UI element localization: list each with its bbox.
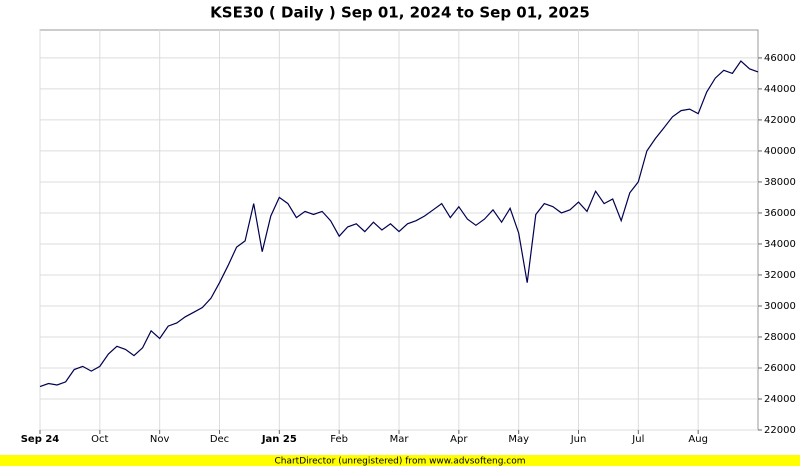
x-tick-label: Dec [210,434,229,445]
y-tick-label: 44000 [764,84,796,95]
x-tick-label: Sep 24 [21,434,60,445]
y-tick-label: 34000 [764,239,796,250]
footer-bar [0,455,800,466]
y-tick-label: 24000 [764,394,796,405]
x-tick-label: Apr [450,434,468,445]
y-tick-label: 40000 [764,146,796,157]
y-tick-label: 28000 [764,332,796,343]
chart-title: KSE30 ( Daily ) Sep 01, 2024 to Sep 01, … [210,4,590,22]
y-tick-label: 32000 [764,270,796,281]
y-tick-label: 30000 [764,301,796,312]
y-tick-label: 22000 [764,425,796,436]
x-tick-label: Mar [390,434,410,445]
x-tick-label: Jan 25 [261,434,297,445]
x-tick-label: Feb [330,434,348,445]
x-tick-label: Aug [688,434,708,445]
x-tick-label: Jun [570,434,587,445]
footer-text: ChartDirector (unregistered) from www.ad… [274,457,525,466]
x-tick-label: Jul [631,434,644,445]
x-tick-label: May [508,434,529,445]
y-tick-label: 42000 [764,115,796,126]
y-tick-label: 38000 [764,177,796,188]
y-tick-label: 36000 [764,208,796,219]
x-tick-label: Nov [150,434,170,445]
y-tick-label: 26000 [764,363,796,374]
x-tick-label: Oct [91,434,108,445]
y-tick-label: 46000 [764,53,796,64]
price-line [39,60,759,388]
